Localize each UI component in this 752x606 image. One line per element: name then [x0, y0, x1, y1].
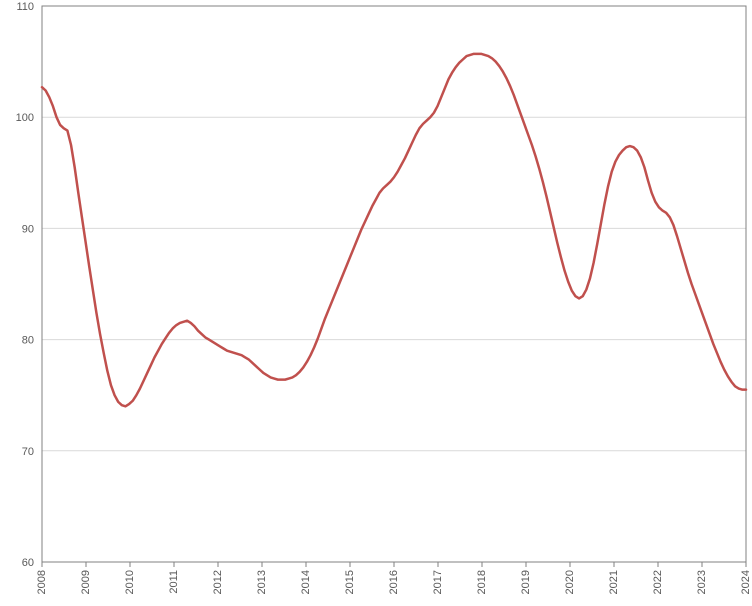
x-tick-label: 2022: [652, 570, 664, 594]
x-tick-label: 2019: [520, 570, 532, 594]
y-tick-label: 100: [16, 112, 34, 124]
y-tick-label: 60: [22, 557, 34, 569]
x-tick-label: 2010: [124, 570, 136, 594]
x-tick-label: 2017: [432, 570, 444, 594]
chart-svg: 60 70 80 90 100 110 2008 2009 2010 2011 2012 2013 20…: [0, 0, 752, 606]
x-tick-label: 2008: [36, 570, 48, 594]
x-tick-label: 2020: [564, 570, 576, 594]
y-tick-label: 70: [22, 446, 34, 458]
line-chart: 60 70 80 90 100 110 2008 2009 2010 2011 2012 2013 20…: [0, 0, 752, 606]
x-tick-label: 2015: [344, 570, 356, 594]
x-tick-label: 2013: [256, 570, 268, 594]
x-tick-label: 2016: [388, 570, 400, 594]
x-tick-label: 2024: [740, 570, 752, 594]
x-tick-label: 2018: [476, 570, 488, 594]
x-tick-label: 2012: [212, 570, 224, 594]
x-tick-label: 2023: [696, 570, 708, 594]
y-tick-label: 90: [22, 223, 34, 235]
x-tick-label: 2014: [300, 570, 312, 594]
y-tick-label: 110: [16, 1, 34, 13]
x-tick-label: 2021: [608, 570, 620, 594]
x-tick-label: 2011: [168, 570, 180, 594]
x-tick-label: 2009: [80, 570, 92, 594]
y-tick-label: 80: [22, 335, 34, 347]
